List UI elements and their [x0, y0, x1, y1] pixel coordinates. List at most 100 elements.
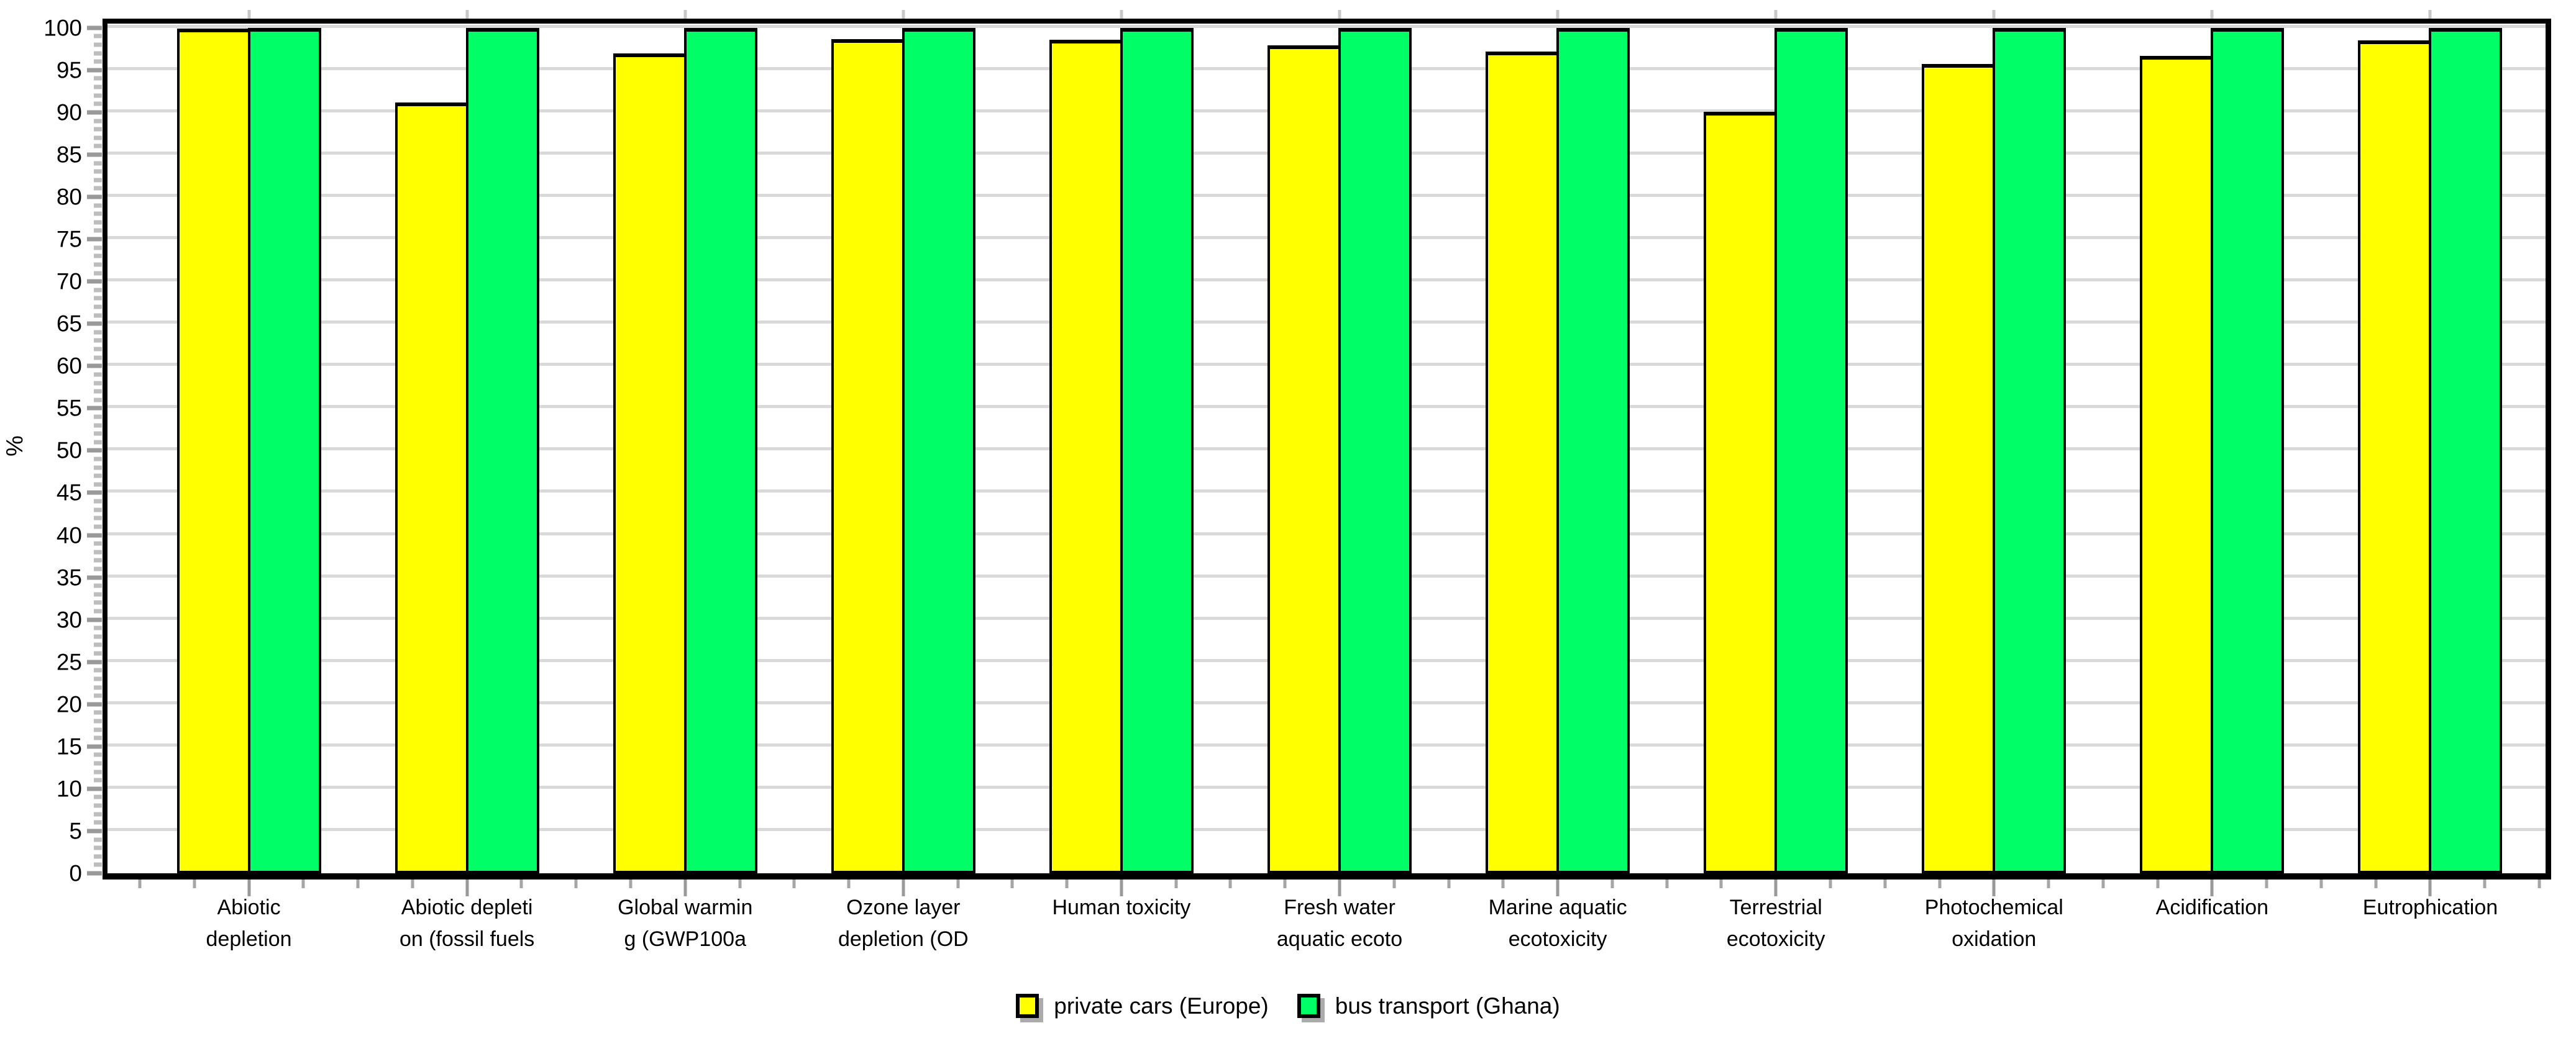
y-major-tick-mark	[87, 786, 102, 791]
private-cars-bar	[1486, 51, 1560, 873]
y-minor-tick-mark	[94, 794, 102, 799]
y-tick-label: 60	[56, 353, 82, 379]
bus-transport-bar	[902, 27, 975, 873]
y-minor-tick-mark	[94, 507, 102, 512]
bus-transport-bar	[465, 27, 539, 873]
y-minor-tick-mark	[94, 245, 102, 250]
y-axis: 0 5 10 15 20 25 30 35 40 45 50 55 60 65 70 75 80 85 90 95 10…	[0, 16, 103, 885]
y-minor-tick-mark	[94, 634, 102, 639]
x-top-tick-group	[1885, 10, 2103, 19]
y-major-tick-mark	[87, 194, 102, 199]
y-minor-tick-mark	[94, 178, 102, 183]
x-minor-tick-mark	[1174, 880, 1178, 888]
x-minor-tick-mark	[738, 880, 741, 888]
y-minor-tick-mark	[94, 566, 102, 571]
y-minor-tick-mark	[94, 473, 102, 478]
category-label: Abiotic depletion	[206, 896, 292, 951]
y-minor-tick-mark	[94, 735, 102, 740]
y-minor-tick-mark	[94, 431, 102, 436]
y-minor-tick-mark	[94, 84, 102, 89]
x-minor-tick-mark	[1938, 880, 1942, 888]
category-labels: Abiotic depletion Abiotic depleti on (fos…	[103, 892, 2551, 955]
y-tick-label: 75	[56, 226, 82, 252]
x-top-tick-mark	[1774, 10, 1778, 19]
y-minor-tick-mark	[94, 347, 102, 352]
y-minor-tick-mark	[94, 482, 102, 487]
x-top-tick-group	[140, 10, 358, 19]
x-minor-tick-mark	[1610, 880, 1614, 888]
bus-transport-bar	[1338, 27, 1412, 873]
y-minor-tick-mark	[94, 693, 102, 698]
y-minor-tick-mark	[94, 313, 102, 318]
y-major-tick-mark	[87, 237, 102, 242]
bar-group	[1449, 24, 1667, 873]
y-minor-tick-mark	[94, 423, 102, 428]
x-minor-tick-mark	[2047, 880, 2050, 888]
y-tick-label: 50	[56, 437, 82, 463]
y-minor-tick-mark	[94, 524, 102, 529]
x-major-tick-mark	[683, 880, 687, 896]
y-major-tick-mark	[87, 617, 102, 622]
y-minor-tick-mark	[94, 837, 102, 842]
y-minor-tick-mark	[94, 541, 102, 546]
legend: private cars (Europe) bus transport (Ghan…	[0, 994, 2576, 1018]
y-minor-tick-mark	[94, 803, 102, 808]
x-major-tick-mark	[1774, 880, 1778, 896]
y-tick-label: 70	[56, 268, 82, 294]
y-minor-tick-mark	[94, 51, 102, 56]
y-minor-tick-mark	[94, 625, 102, 630]
bar-group	[140, 24, 358, 873]
y-tick-label: 30	[56, 607, 82, 633]
y-minor-tick-mark	[94, 727, 102, 732]
y-minor-tick-mark	[94, 778, 102, 783]
bus-transport-bar	[1774, 27, 1848, 873]
y-minor-tick-mark	[94, 127, 102, 132]
bus-transport-bar	[683, 27, 757, 873]
y-minor-tick-mark	[94, 583, 102, 588]
x-top-tick-mark	[683, 10, 687, 19]
category-label: Ozone layer depletion (OD	[838, 896, 969, 951]
x-minor-tick-mark	[411, 880, 414, 888]
private-cars-bar	[1922, 64, 1996, 873]
y-minor-tick-mark	[94, 119, 102, 124]
y-minor-tick-mark	[94, 414, 102, 419]
x-minor-tick-mark	[138, 880, 142, 888]
x-minor-tick-mark	[2156, 880, 2160, 888]
category-label: Global warmin g (GWP100a	[618, 896, 753, 951]
y-tick-label: 25	[56, 649, 82, 675]
x-top-tick-mark	[902, 10, 905, 19]
private-cars-bar	[2358, 40, 2432, 873]
y-minor-tick-mark	[94, 609, 102, 614]
x-minor-tick-mark	[1392, 880, 1396, 888]
x-tick-group	[1883, 880, 2103, 898]
y-minor-tick-mark	[94, 288, 102, 293]
y-minor-tick-mark	[94, 101, 102, 106]
y-major-tick-mark	[87, 829, 102, 834]
x-minor-tick-mark	[2265, 880, 2268, 888]
y-minor-tick-mark	[94, 186, 102, 191]
category-label: Abiotic depleti on (fossil fuels	[399, 896, 535, 951]
y-minor-tick-mark	[94, 642, 102, 647]
y-minor-tick-mark	[94, 372, 102, 377]
y-major-tick-mark	[87, 533, 102, 538]
y-minor-tick-mark	[94, 135, 102, 140]
x-top-tick-mark	[1338, 10, 1341, 19]
y-minor-tick-mark	[94, 676, 102, 681]
y-tick-label: 15	[56, 734, 82, 760]
bus-transport-bar	[2211, 27, 2285, 873]
x-top-tick-mark	[247, 10, 251, 19]
y-minor-tick-mark	[94, 550, 102, 555]
y-tick-label: 45	[56, 480, 82, 506]
y-tick-label: 10	[56, 776, 82, 802]
x-tick-group	[1447, 880, 1667, 898]
bar-group	[576, 24, 794, 873]
y-minor-tick-mark	[94, 812, 102, 817]
y-minor-tick-mark	[94, 76, 102, 81]
x-tick-group	[2319, 880, 2541, 898]
y-major-tick-mark	[87, 279, 102, 284]
x-tick-group	[138, 880, 358, 898]
x-minor-tick-mark	[956, 880, 960, 888]
category-label: Marine aquatic ecotoxicity	[1488, 896, 1627, 951]
x-major-tick-mark	[902, 880, 905, 896]
